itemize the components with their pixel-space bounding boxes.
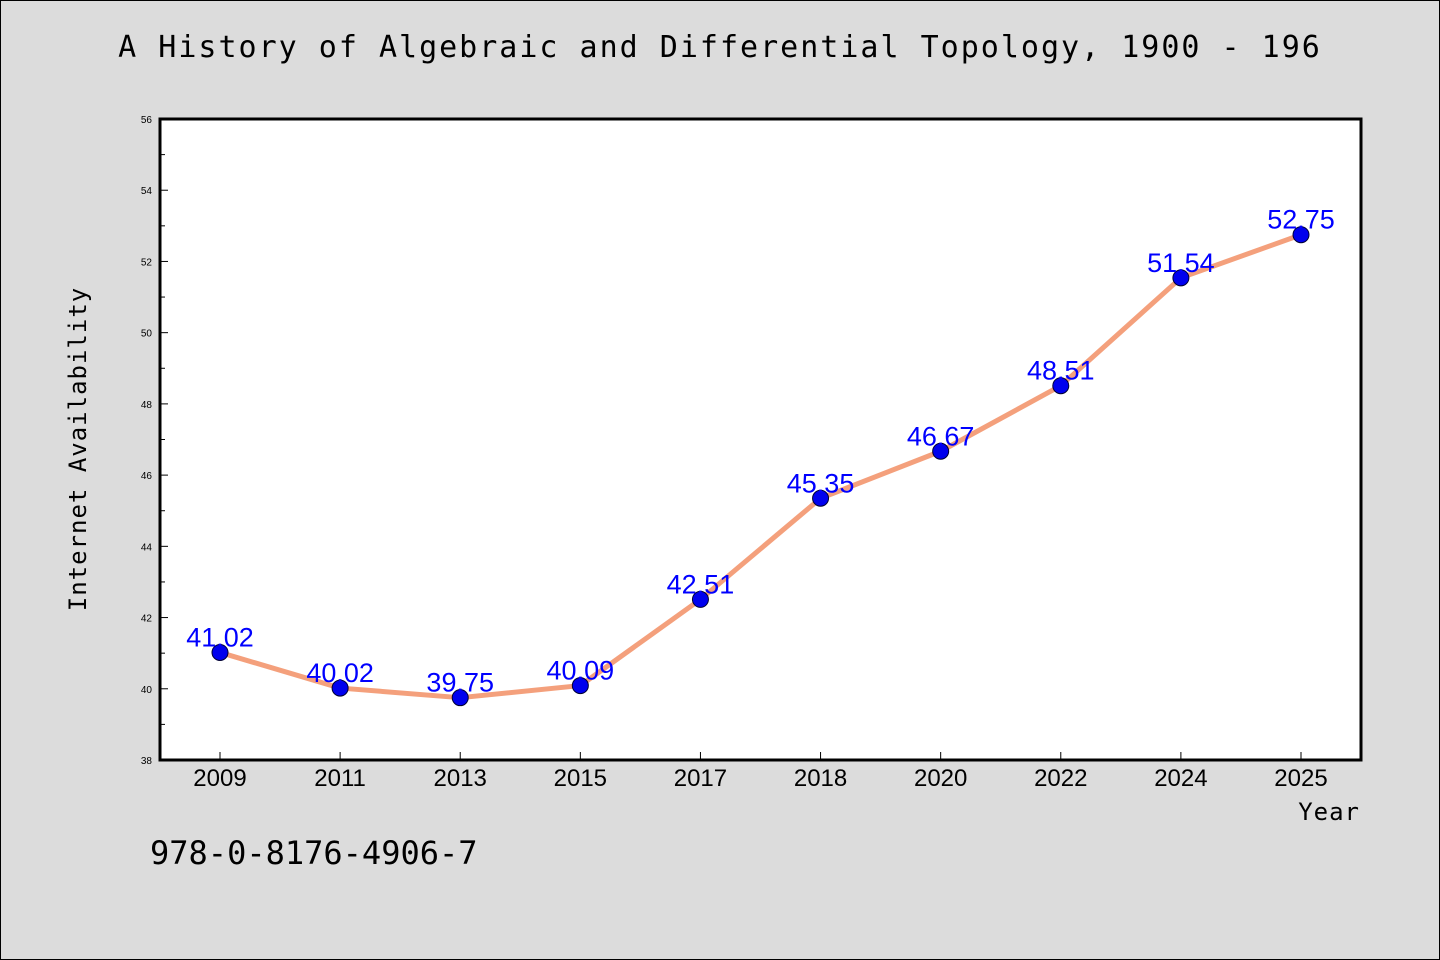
- x-tick-label: 2020: [914, 765, 967, 792]
- y-tick-label: 42: [141, 614, 153, 625]
- data-label: 41.02: [186, 622, 254, 652]
- data-label: 45.35: [787, 468, 855, 498]
- x-tick-label: 2009: [193, 765, 246, 792]
- y-tick-label: 52: [141, 257, 153, 268]
- x-tick-label: 2022: [1034, 765, 1087, 792]
- chart-title: A History of Algebraic and Differential …: [118, 30, 1322, 65]
- data-label: 40.09: [547, 656, 615, 686]
- data-point: [812, 489, 830, 507]
- data-label: 52.75: [1267, 205, 1335, 235]
- data-label: 51.54: [1147, 248, 1215, 278]
- series-line: [217, 232, 1304, 701]
- data-label: 42.51: [667, 569, 735, 599]
- data-point: [451, 689, 469, 707]
- y-tick-label: 46: [141, 471, 153, 482]
- data-point: [331, 679, 349, 697]
- data-label: 46.67: [907, 421, 975, 451]
- y-tick-label: 40: [141, 685, 153, 696]
- y-tick-label: 38: [141, 756, 153, 767]
- x-tick-label: 2015: [554, 765, 607, 792]
- x-tick-label: 2011: [314, 765, 366, 792]
- x-tick-label: 2013: [434, 765, 487, 792]
- data-point: [1292, 226, 1310, 244]
- x-tick-label: 2024: [1154, 765, 1207, 792]
- x-tick-label: 2017: [674, 765, 727, 792]
- data-point: [211, 643, 229, 661]
- y-tick-label: 48: [141, 400, 153, 411]
- y-tick-label: 56: [141, 115, 153, 126]
- data-point: [1172, 269, 1190, 287]
- data-label: 40.02: [306, 658, 374, 688]
- data-label: 48.51: [1027, 356, 1095, 386]
- x-tick-label: 2018: [794, 765, 847, 792]
- data-point: [932, 442, 950, 460]
- data-point: [571, 677, 589, 695]
- x-tick-label: 2025: [1274, 765, 1327, 792]
- data-point: [691, 590, 709, 608]
- y-tick-label: 44: [141, 542, 153, 553]
- data-label: 39.75: [426, 668, 494, 698]
- x-axis-title: Year: [1298, 798, 1360, 826]
- data-point: [1052, 377, 1070, 395]
- y-axis-title: Internet Availability: [64, 287, 92, 611]
- y-tick-label: 50: [141, 329, 153, 340]
- isbn-text: 978-0-8176-4906-7: [150, 834, 478, 872]
- plot-area: [158, 117, 1363, 762]
- y-tick-label: 54: [141, 186, 153, 197]
